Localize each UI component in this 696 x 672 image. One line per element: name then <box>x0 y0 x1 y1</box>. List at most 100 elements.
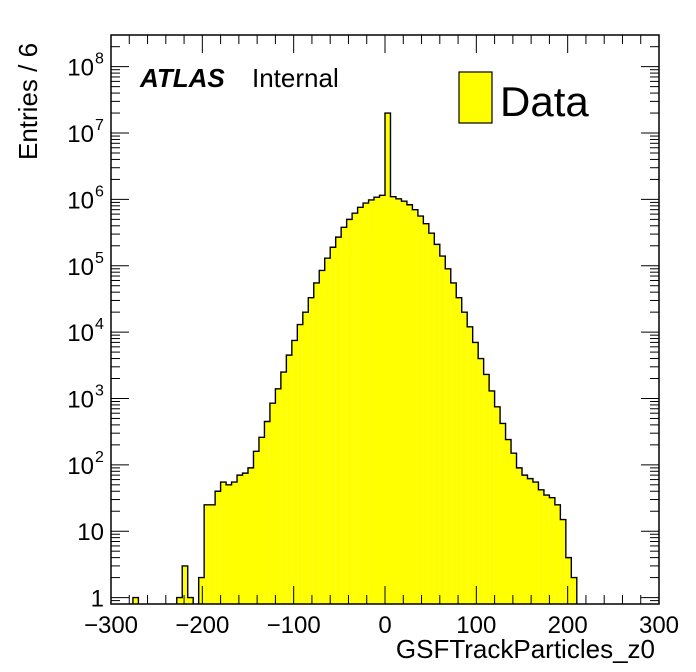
histogram-bar <box>423 223 429 604</box>
y-tick-exponent: 7 <box>95 117 104 134</box>
histogram-bar <box>489 390 495 604</box>
histogram-bar <box>258 437 265 604</box>
y-tick-label: 10 <box>67 121 94 148</box>
histogram-bar <box>543 495 550 604</box>
histogram-bar <box>324 258 331 604</box>
axis-ticks <box>110 34 660 605</box>
histogram-bar <box>505 439 512 604</box>
histogram-bar <box>286 355 292 604</box>
histogram-bar <box>215 491 221 604</box>
histogram-bar <box>269 403 276 604</box>
legend-label: Data <box>500 78 589 125</box>
histogram-bar <box>516 467 522 604</box>
y-tick-label: 1 <box>91 586 104 613</box>
histogram-bar <box>264 421 270 604</box>
histogram-bar <box>549 497 555 604</box>
histogram-bar <box>571 577 577 604</box>
histogram-bar <box>308 297 314 604</box>
histogram-bar <box>253 451 259 604</box>
histogram-bar <box>132 597 139 604</box>
histogram-bar <box>472 342 479 604</box>
y-tick-label: 10 <box>67 254 94 281</box>
x-tick-labels: −300 −200 −100 0 100 200 300 <box>84 612 679 639</box>
histogram-bar <box>467 326 473 604</box>
histogram-bar <box>434 244 440 605</box>
x-tick-label: 100 <box>456 612 496 639</box>
histogram-bar <box>226 484 232 604</box>
histogram-bar <box>478 358 484 604</box>
x-tick-label: 300 <box>639 612 679 639</box>
histogram-bar <box>204 504 210 604</box>
histogram-bar <box>379 195 385 604</box>
histogram-bar <box>385 113 391 604</box>
y-tick-exponent: 3 <box>95 382 104 399</box>
histogram-bar <box>363 203 369 604</box>
histogram-bar <box>450 282 457 604</box>
histogram-bar <box>494 406 501 604</box>
histogram-bar <box>417 216 424 604</box>
y-tick-exponent: 5 <box>95 250 104 267</box>
x-tick-label: 200 <box>548 612 588 639</box>
y-tick-exponent: 6 <box>95 183 104 200</box>
histogram-bar <box>313 282 320 604</box>
histogram-bar <box>412 209 418 604</box>
x-axis-title: GSFTrackParticles_z0 <box>396 634 655 664</box>
histogram-bar <box>368 199 375 604</box>
y-tick-label: 10 <box>67 320 94 347</box>
histogram-bar <box>319 270 325 604</box>
histogram-bar <box>237 475 243 604</box>
histogram-bar <box>527 478 533 604</box>
y-tick-exponent: 8 <box>95 51 104 68</box>
histogram-bar <box>176 597 183 604</box>
x-tick-label: 0 <box>378 612 391 639</box>
histogram-bar <box>406 204 413 604</box>
histogram-bar <box>439 256 446 604</box>
histogram-bar <box>554 504 561 604</box>
histogram-bar <box>511 453 517 604</box>
histogram-bar <box>352 213 358 605</box>
histogram-bar <box>248 467 254 604</box>
histogram-bar <box>461 312 468 604</box>
histogram-bar <box>532 482 539 604</box>
x-tick-label: −300 <box>84 612 138 639</box>
y-tick-label: 10 <box>67 453 94 480</box>
histogram-bar <box>346 219 353 605</box>
histogram-bar <box>275 388 281 604</box>
legend-swatch <box>458 71 493 124</box>
atlas-label: ATLAS <box>139 63 225 93</box>
histogram-bar <box>335 237 342 604</box>
x-tick-label: −100 <box>267 612 321 639</box>
histogram-bar <box>291 340 298 604</box>
histogram-bar <box>182 565 188 604</box>
plot-frame <box>110 34 660 605</box>
histogram-bar <box>242 473 248 604</box>
y-tick-label: 10 <box>67 386 94 413</box>
histogram-bar <box>297 324 303 604</box>
histogram-bar <box>341 227 347 604</box>
y-tick-exponent: 4 <box>95 316 104 333</box>
histogram-bar <box>280 372 287 604</box>
y-tick-label: 10 <box>67 187 94 214</box>
y-axis-title: Entries / 6 <box>13 43 43 160</box>
histogram-bar <box>187 597 194 604</box>
histogram-bar <box>445 268 451 604</box>
histogram-bar <box>500 423 506 604</box>
histogram-bar <box>209 504 216 604</box>
histogram-bars <box>132 113 577 605</box>
histogram-bar <box>401 201 407 604</box>
histogram-bar <box>357 207 364 604</box>
histogram-bar <box>390 196 396 604</box>
histogram-bar <box>483 374 490 604</box>
histogram-bar <box>302 312 309 604</box>
histogram-bar <box>374 197 380 604</box>
histogram-bar <box>220 482 227 604</box>
x-tick-label: −200 <box>175 612 229 639</box>
histogram-bar <box>231 482 238 604</box>
histogram-bar <box>428 233 435 604</box>
y-tick-label: 10 <box>77 519 104 546</box>
histogram-bar <box>456 297 462 604</box>
histogram-outline <box>132 112 578 604</box>
histogram-bar <box>538 489 544 604</box>
